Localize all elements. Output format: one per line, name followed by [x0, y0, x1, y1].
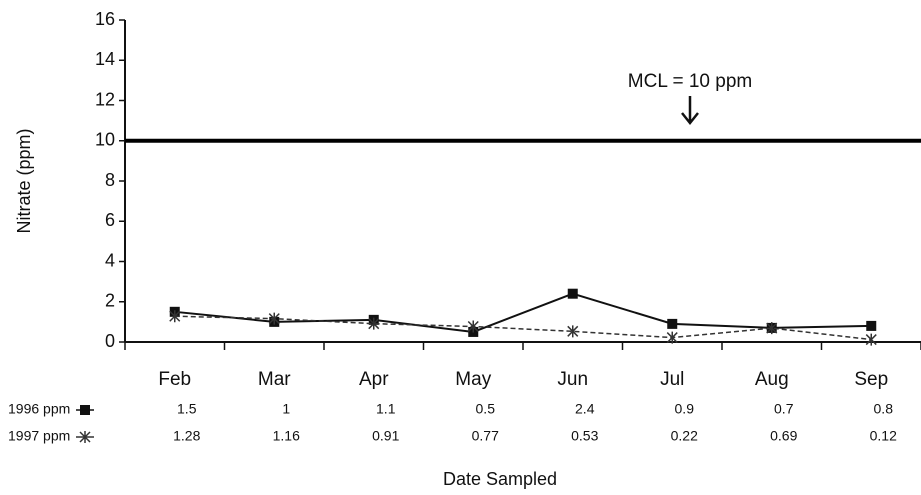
table-value: 0.91: [372, 428, 399, 444]
legend-label: 1997 ppm: [8, 428, 70, 444]
table-value: 0.9: [675, 401, 695, 417]
x-tick-label: Jul: [660, 369, 684, 390]
series-line: [174, 292, 872, 333]
y-axis-label: Nitrate (ppm): [14, 128, 34, 233]
x-tick-label: Sep: [854, 369, 888, 390]
y-tick-label: 2: [105, 291, 115, 311]
y-tick-label: 16: [95, 9, 115, 29]
table-value: 1.5: [177, 401, 197, 417]
data-point: [865, 333, 877, 346]
table-value: 2.4: [575, 401, 595, 417]
data-point: [667, 318, 678, 329]
table-value: 1.1: [376, 401, 396, 417]
legend-label: 1996 ppm: [8, 401, 70, 417]
table-value: 0.5: [476, 401, 496, 417]
table-value: 1: [282, 401, 290, 417]
table-value: 1.16: [273, 428, 300, 444]
data-point: [567, 288, 578, 299]
series-line: [174, 315, 872, 341]
table-value: 0.77: [472, 428, 499, 444]
table-value: 0.53: [571, 428, 598, 444]
y-tick-label: 6: [105, 210, 115, 230]
y-tick-label: 12: [95, 89, 115, 109]
x-tick-label: May: [455, 369, 491, 390]
x-tick-label: Apr: [359, 369, 389, 390]
x-tick-label: Mar: [258, 369, 291, 390]
x-axis-label: Date Sampled: [443, 469, 557, 489]
x-tick-label: Jun: [557, 369, 588, 390]
table-value: 0.69: [770, 428, 797, 444]
y-tick-label: 14: [95, 49, 115, 69]
data-point: [467, 320, 479, 333]
table-value: 0.8: [874, 401, 894, 417]
data-point: [666, 331, 678, 344]
y-tick-label: 8: [105, 170, 115, 190]
y-tick-label: 4: [105, 250, 115, 270]
data-point: [169, 310, 181, 323]
table-value: 0.12: [870, 428, 897, 444]
annotation-arrow: [681, 96, 699, 126]
data-point: [766, 322, 778, 335]
annotation: MCL = 10 ppm: [628, 71, 752, 92]
data-point: [368, 317, 380, 330]
data-point: [567, 325, 579, 338]
y-tick-label: 10: [95, 130, 115, 150]
table-value: 0.7: [774, 401, 794, 417]
y-tick-label: 0: [105, 331, 115, 351]
data-point: [268, 312, 280, 325]
x-tick-label: Aug: [755, 369, 789, 390]
table-value: 0.22: [671, 428, 698, 444]
x-tick-label: Feb: [158, 369, 191, 390]
data-point: [866, 320, 877, 331]
table-value: 1.28: [173, 428, 200, 444]
